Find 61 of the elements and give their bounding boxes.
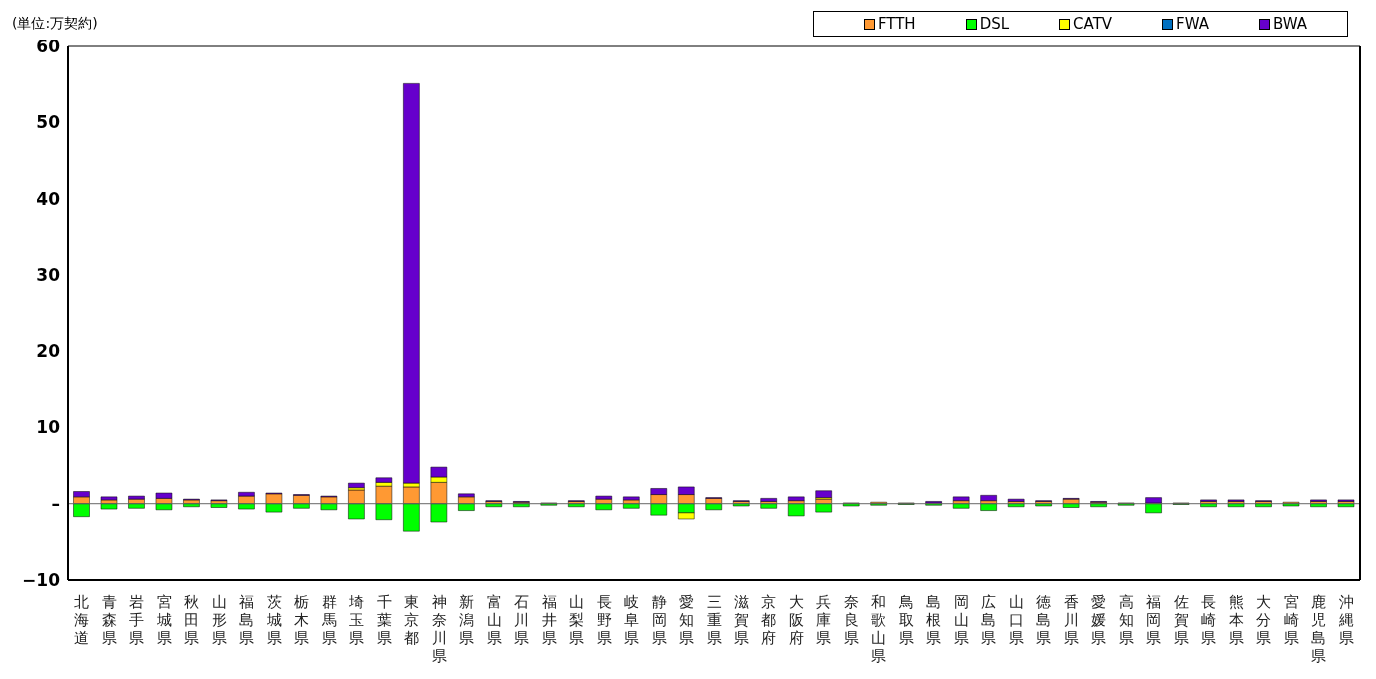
y-tick-label: 20 bbox=[36, 341, 61, 362]
x-tick-label: 千葉県 bbox=[376, 593, 392, 647]
x-tick-label: 長野県 bbox=[596, 593, 612, 647]
x-tick-label: 福井県 bbox=[541, 593, 557, 647]
y-axis-title: (単位:万契約) bbox=[11, 15, 99, 33]
x-tick-label: 山口県 bbox=[1008, 593, 1024, 647]
x-tick-label: 香川県 bbox=[1063, 593, 1079, 647]
x-tick-label: 福岡県 bbox=[1146, 593, 1162, 647]
x-tick-label: 広島県 bbox=[981, 593, 997, 647]
x-tick-label: 佐賀県 bbox=[1173, 593, 1189, 647]
legend-label: FTTH bbox=[876, 15, 916, 33]
x-tick-label: 山形県 bbox=[211, 593, 227, 647]
x-tick-label: 長崎県 bbox=[1201, 593, 1217, 647]
x-tick-label: 山梨県 bbox=[569, 593, 585, 647]
x-tick-label: 岡山県 bbox=[953, 593, 969, 647]
x-tick-label: 熊本県 bbox=[1228, 593, 1244, 647]
y-tick-label: 40 bbox=[36, 188, 61, 209]
x-tick-label: 宮崎県 bbox=[1283, 593, 1299, 647]
y-tick-label: 30 bbox=[36, 264, 61, 285]
x-tick-label: 愛知県 bbox=[679, 593, 695, 647]
x-tick-label: 徳島県 bbox=[1036, 593, 1052, 647]
legend-label: FWA bbox=[1175, 15, 1209, 33]
legend-label: CATV bbox=[1072, 15, 1113, 33]
legend-label: BWA bbox=[1271, 15, 1307, 33]
y-tick-label: 60 bbox=[36, 36, 61, 57]
x-tick-label: 岐阜県 bbox=[624, 593, 640, 647]
y-tick-label: – bbox=[51, 493, 60, 514]
x-tick-label: 新潟県 bbox=[459, 593, 475, 647]
x-tick-label: 北海道 bbox=[74, 593, 90, 647]
x-tick-label: 沖縄県 bbox=[1337, 593, 1354, 647]
x-tick-label: 秋田県 bbox=[184, 593, 200, 647]
x-tick-label: 神奈川県 bbox=[431, 593, 447, 665]
x-tick-label: 京都府 bbox=[761, 593, 777, 647]
x-tick-label: 和歌山県 bbox=[871, 593, 887, 665]
legend-label: DSL bbox=[978, 15, 1010, 33]
x-tick-label: 滋賀県 bbox=[733, 593, 749, 647]
x-tick-label: 島根県 bbox=[926, 593, 942, 647]
x-tick-label: 三重県 bbox=[706, 593, 722, 647]
x-tick-label: 埼玉県 bbox=[348, 593, 365, 647]
y-tick-label: 10 bbox=[36, 417, 61, 438]
x-tick-label: 静岡県 bbox=[651, 593, 667, 647]
x-tick-label: 兵庫県 bbox=[816, 593, 832, 647]
x-tick-label: 富山県 bbox=[486, 593, 502, 647]
x-tick-label: 茨城県 bbox=[265, 593, 282, 647]
x-tick-label: 大阪府 bbox=[788, 593, 804, 647]
x-tick-label: 鳥取県 bbox=[897, 593, 914, 647]
x-tick-label: 高知県 bbox=[1118, 593, 1134, 647]
x-tick-label: 大分県 bbox=[1256, 593, 1272, 647]
x-tick-label: 鹿児島県 bbox=[1311, 593, 1327, 665]
x-tick-label: 福島県 bbox=[239, 593, 255, 647]
y-tick-label: 50 bbox=[36, 112, 61, 133]
y-tick-label: −10 bbox=[22, 570, 61, 591]
x-tick-label: 奈良県 bbox=[843, 593, 859, 647]
x-tick-label: 岩手県 bbox=[129, 593, 145, 647]
x-tick-label: 宮城県 bbox=[155, 593, 172, 647]
x-tick-label: 東京都 bbox=[404, 593, 420, 647]
x-tick-label: 愛媛県 bbox=[1091, 593, 1107, 647]
x-tick-label: 青森県 bbox=[101, 593, 117, 647]
x-tick-label: 石川県 bbox=[514, 593, 530, 647]
x-tick-label: 栃木県 bbox=[294, 593, 310, 647]
x-tick-label: 群馬県 bbox=[320, 593, 337, 647]
